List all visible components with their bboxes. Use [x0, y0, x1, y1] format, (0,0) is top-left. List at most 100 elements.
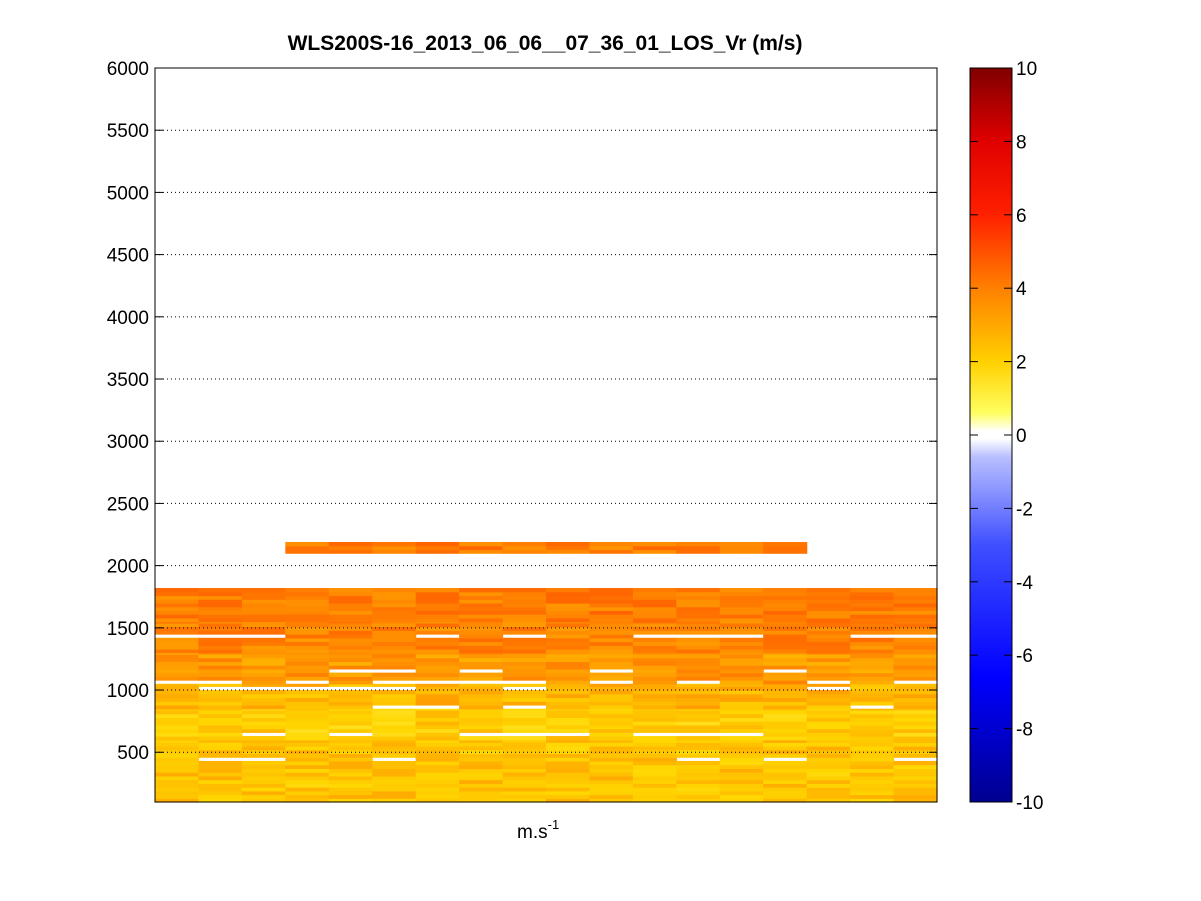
heatmap-cell-981 [676, 595, 721, 600]
heatmap-cell-441 [850, 717, 895, 722]
heatmap-cell-419 [763, 732, 808, 737]
heatmap-cell-203 [676, 790, 721, 796]
heatmap-cell-72 [328, 775, 373, 781]
heatmap-cell-463 [198, 697, 243, 702]
heatmap-cell-565 [893, 693, 938, 699]
heatmap-cell-377 [546, 736, 591, 741]
heatmap-cell-555 [806, 683, 851, 687]
heatmap-cell-444 [850, 708, 895, 711]
heatmap-cell-629 [459, 657, 504, 663]
heatmap-cell-63 [285, 746, 330, 751]
heatmap-cell-832 [719, 621, 764, 624]
heatmap-cell-367 [459, 709, 504, 715]
heatmap-cell-1028 [893, 588, 938, 593]
heatmap-cell-215 [676, 742, 721, 747]
heatmap-cell-711 [893, 661, 938, 666]
heatmap-cell-892 [241, 591, 286, 597]
heatmap-cell-464 [198, 693, 243, 699]
heatmap-cell-556 [850, 701, 895, 706]
heatmap-cell-524 [632, 697, 677, 702]
heatmap-cell-446 [893, 732, 938, 737]
heatmap-cell-1031 [285, 541, 330, 547]
heatmap-cell-678 [719, 661, 764, 666]
heatmap-cell-503 [502, 701, 547, 706]
heatmap-cell-963 [589, 595, 634, 600]
heatmap-cell-417 [719, 708, 764, 711]
heatmap-cell-620 [415, 665, 460, 670]
heatmap-cell-499 [459, 693, 504, 699]
heatmap-cell-1062 [763, 549, 808, 554]
heatmap-cell-389 [589, 721, 634, 726]
heatmap-cell-693 [806, 665, 851, 670]
heatmap-cell-515 [589, 704, 634, 710]
heatmap-cell-642 [546, 672, 591, 677]
heatmap-cell-752 [328, 634, 373, 639]
heatmap-cell-226 [719, 764, 764, 770]
heatmap-cell-103 [415, 783, 460, 788]
colorbar-tick-label-5: 0 [1016, 426, 1027, 447]
heatmap-cell-843 [806, 645, 851, 650]
heatmap-cell-780 [459, 626, 504, 631]
heatmap-cell-960 [589, 606, 634, 612]
heatmap-cell-374 [502, 713, 547, 718]
heatmap-cell-633 [502, 672, 547, 677]
heatmap-cell-1046 [502, 541, 547, 547]
heatmap-cell-775 [459, 645, 504, 650]
heatmap-cell-414 [719, 717, 764, 722]
heatmap-cell-438 [850, 728, 895, 733]
heatmap-cell-767 [415, 645, 460, 650]
heatmap-cell-193 [632, 764, 677, 770]
heatmap-cell-480 [328, 701, 373, 706]
heatmap-cell-972 [632, 595, 677, 600]
heatmap-cell-255 [806, 779, 851, 784]
heatmap-cell-35 [241, 790, 286, 796]
heatmap-cell-316 [198, 709, 243, 715]
heatmap-cell-277 [850, 760, 895, 766]
heatmap-cell-708 [893, 672, 938, 677]
heatmap-cell-115 [415, 739, 460, 743]
heatmap-cell-755 [328, 622, 373, 628]
heatmap-cell-497 [459, 701, 504, 706]
heatmap-cell-616 [372, 652, 417, 655]
heatmap-cell-905 [328, 610, 373, 615]
heatmap-cell-1002 [806, 617, 851, 623]
heatmap-cell-476 [285, 693, 330, 699]
heatmap-cell-841 [763, 621, 808, 624]
heatmap-cell-990 [719, 595, 764, 600]
heatmap-cell-987 [719, 606, 764, 612]
heatmap-cell-386 [589, 732, 634, 737]
heatmap-cell-966 [632, 617, 677, 623]
heatmap-cell-794 [546, 637, 591, 643]
heatmap-cell-354 [415, 728, 460, 733]
heatmap-cell-297 [893, 746, 938, 751]
heatmap-cell-655 [589, 652, 634, 655]
heatmap-cell-953 [546, 599, 591, 604]
heatmap-cell-952 [546, 602, 591, 608]
heatmap-cell-824 [676, 621, 721, 624]
heatmap-cell-37 [241, 783, 286, 788]
heatmap-cell-236 [763, 790, 808, 796]
heatmap-cell-1033 [328, 545, 373, 551]
heatmap-cell-314 [198, 717, 243, 722]
heatmap-cell-926 [415, 599, 460, 604]
heatmap-cell-147 [502, 746, 547, 751]
heatmap-cell-791 [546, 648, 591, 654]
heatmap-cell-991 [719, 591, 764, 597]
plot-frame [154, 67, 938, 803]
heatmap-cell-929 [415, 588, 460, 593]
heatmap-cell-1061 [719, 541, 764, 547]
heatmap-cell-358 [415, 713, 460, 718]
heatmap-cell-57 [285, 768, 330, 773]
heatmap-cell-763 [372, 626, 417, 631]
heatmap-cell-1022 [893, 610, 938, 615]
heatmap-cell-494 [415, 686, 460, 691]
y-tick-label-11: 6000 [107, 59, 149, 80]
heatmap-cell-604 [328, 672, 373, 677]
heatmap-cell-501 [459, 686, 504, 691]
heatmap-cell-506 [502, 690, 547, 695]
heatmap-cell-372 [502, 721, 547, 726]
heatmap-cell-118 [459, 790, 504, 796]
heatmap-cell-566 [893, 690, 938, 695]
heatmap-cell-176 [589, 764, 634, 770]
heatmap-cell-885 [241, 617, 286, 623]
